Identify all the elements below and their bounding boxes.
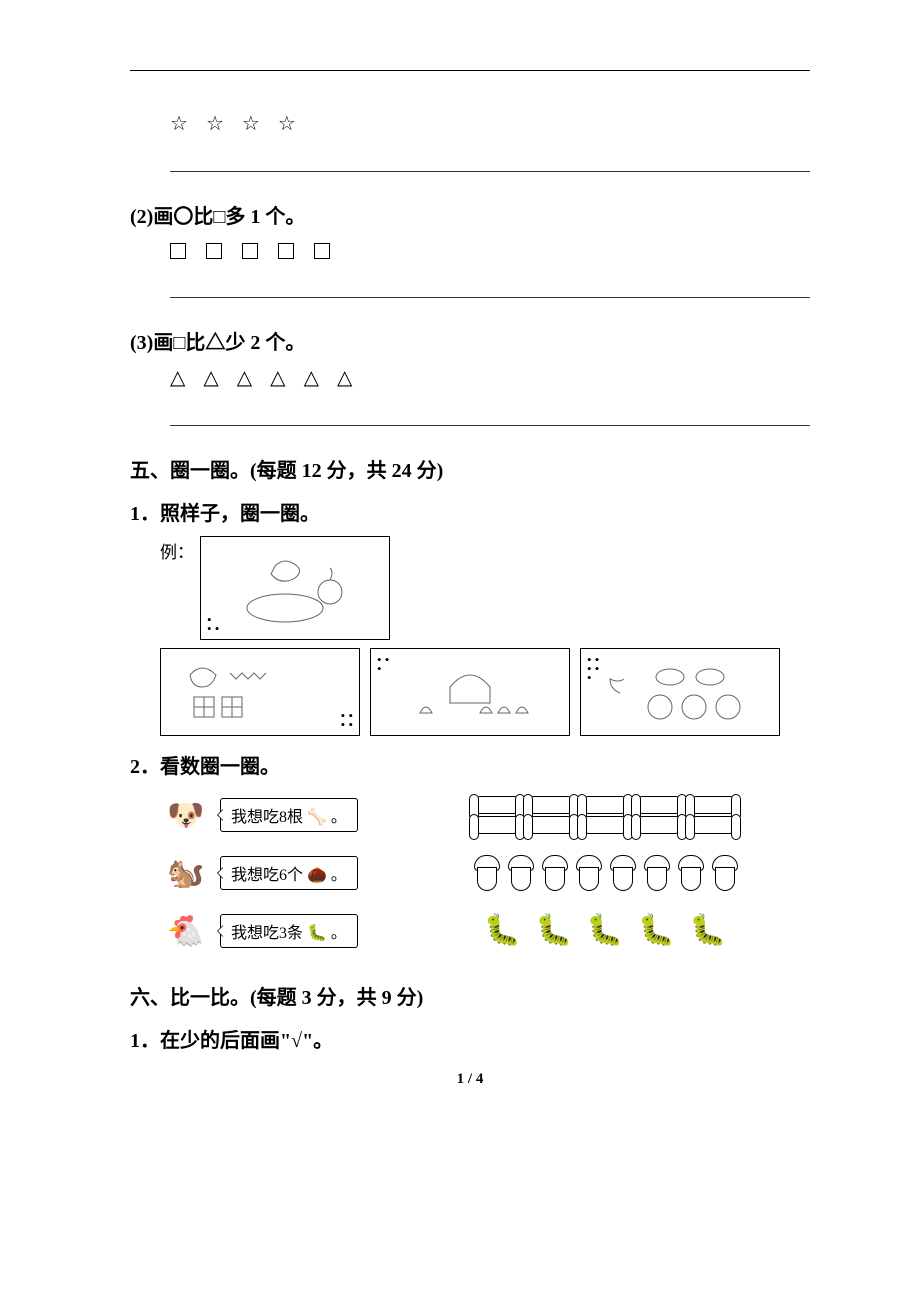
cell-b: • • • — [370, 648, 570, 736]
bones-area — [460, 789, 750, 841]
triangle-icon: △ — [304, 367, 319, 389]
triangle-icon: △ — [337, 367, 352, 389]
cell-c-illustration — [589, 657, 771, 727]
star-icon: ☆ — [170, 113, 188, 135]
worm-icon: 🐛 — [638, 916, 675, 946]
cell-c-dots: • • • • • — [587, 655, 599, 682]
bone-icon — [580, 816, 630, 834]
acorn-icon — [709, 855, 739, 891]
square-icon — [242, 243, 258, 259]
speech-1: 我想吃8根 🦴 。 — [220, 798, 358, 832]
squares-row — [130, 239, 810, 262]
star-icon: ☆ — [278, 113, 296, 135]
square-icon — [314, 243, 330, 259]
worms-area: 🐛 🐛 🐛 🐛 🐛 — [460, 905, 750, 957]
q2-row-2: 🐿️ 我想吃6个 🌰 。 — [160, 847, 810, 899]
square-icon — [206, 243, 222, 259]
bone-icon — [472, 796, 522, 814]
bone-icon — [688, 796, 738, 814]
worm-icon: 🐛 — [586, 916, 623, 946]
triangle-icon: △ — [237, 367, 252, 389]
example-dots: • • • — [207, 615, 219, 633]
section-5-item-2: 2．看数圈一圈。 — [130, 750, 810, 779]
section-6-heading: 六、比一比。(每题 3 分，共 9 分) — [130, 981, 810, 1010]
answer-line-1 — [170, 154, 810, 172]
squirrel-icon: 🐿️ — [160, 848, 212, 898]
speech-3: 我想吃3条 🐛 。 — [220, 914, 358, 948]
star-icon: ☆ — [206, 113, 224, 135]
stars-row: ☆ ☆ ☆ ☆ — [130, 111, 810, 136]
triangles-row: △ △ △ △ △ △ — [130, 365, 810, 390]
cell-b-dots: • • • — [377, 655, 389, 673]
section-5-heading: 五、圈一圈。(每题 12 分，共 24 分) — [130, 454, 810, 483]
cell-a-illustration — [169, 657, 351, 727]
square-icon — [170, 243, 186, 259]
cell-b-illustration — [379, 657, 561, 727]
q2-wrap: 🐶 我想吃8根 🦴 。 🐿️ 我想吃6个 🌰 。 🐔 我想吃3条 🐛 。 — [160, 789, 810, 957]
example-wrap: 例： • • • — [160, 536, 810, 640]
cell-a: • • • • — [160, 648, 360, 736]
bone-icon — [688, 816, 738, 834]
cell-c: • • • • • — [580, 648, 780, 736]
answer-line-3 — [170, 408, 810, 426]
example-image: • • • — [200, 536, 390, 640]
worm-icon: 🐛 — [484, 916, 521, 946]
q2-row-1: 🐶 我想吃8根 🦴 。 — [160, 789, 810, 841]
triangle-icon: △ — [170, 367, 185, 389]
triangle-icon: △ — [270, 367, 285, 389]
q2-row-3: 🐔 我想吃3条 🐛 。 🐛 🐛 🐛 🐛 🐛 — [160, 905, 810, 957]
example-illustration — [209, 545, 381, 631]
section-5-item-1: 1．照样子，圈一圈。 — [130, 497, 810, 526]
acorn-icon — [505, 855, 535, 891]
chicken-icon: 🐔 — [160, 906, 212, 956]
bone-icon — [526, 816, 576, 834]
section-6-item-1: 1．在少的后面画"√"。 — [130, 1024, 810, 1053]
page-footer: 1 / 4 — [130, 1071, 810, 1088]
cell-a-dots: • • • • — [341, 711, 353, 729]
acorn-icon — [471, 855, 501, 891]
bone-icon — [634, 816, 684, 834]
acorn-icon — [607, 855, 637, 891]
answer-line-2 — [170, 280, 810, 298]
subquestion-2-label: (2)画〇比□多 1 个。 — [130, 200, 810, 229]
worm-icon: 🐛 — [535, 916, 572, 946]
acorn-icon — [675, 855, 705, 891]
bone-icon — [634, 796, 684, 814]
acorns-area — [460, 847, 750, 899]
acorn-icon — [573, 855, 603, 891]
star-icon: ☆ — [242, 113, 260, 135]
top-rule — [130, 70, 810, 71]
acorn-icon — [641, 855, 671, 891]
example-label: 例： — [160, 536, 194, 563]
bone-icon — [526, 796, 576, 814]
page-total: 4 — [476, 1071, 484, 1087]
bone-icon — [580, 796, 630, 814]
subquestion-3-label: (3)画□比△少 2 个。 — [130, 326, 810, 355]
square-icon — [278, 243, 294, 259]
worm-icon: 🐛 — [689, 916, 726, 946]
triangle-icon: △ — [203, 367, 218, 389]
page-sep: / — [464, 1071, 476, 1087]
dog-icon: 🐶 — [160, 790, 212, 840]
acorn-icon — [539, 855, 569, 891]
bone-icon — [472, 816, 522, 834]
speech-2: 我想吃6个 🌰 。 — [220, 856, 358, 890]
three-image-row: • • • • • • • — [160, 648, 810, 736]
worksheet-page: ☆ ☆ ☆ ☆ (2)画〇比□多 1 个。 (3)画□比△少 2 个。 △ △ △ △ △△ … — [0, 0, 920, 1118]
